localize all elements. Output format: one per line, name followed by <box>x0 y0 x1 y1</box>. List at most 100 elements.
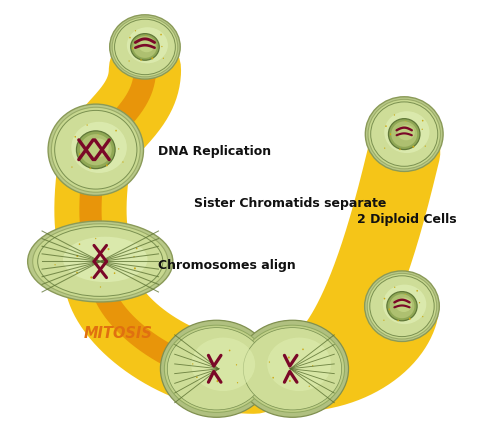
Ellipse shape <box>152 57 154 59</box>
Ellipse shape <box>38 227 163 296</box>
Text: 2 Diploid Cells: 2 Diploid Cells <box>358 212 457 226</box>
Ellipse shape <box>86 124 88 126</box>
Ellipse shape <box>162 58 164 59</box>
Ellipse shape <box>78 243 80 245</box>
Text: MITOSIS: MITOSIS <box>84 325 152 341</box>
Ellipse shape <box>216 380 218 382</box>
Ellipse shape <box>409 318 410 320</box>
Text: DNA Replication: DNA Replication <box>158 145 272 159</box>
Ellipse shape <box>76 255 78 257</box>
Ellipse shape <box>383 285 426 324</box>
Ellipse shape <box>97 134 99 136</box>
Ellipse shape <box>110 15 180 79</box>
Ellipse shape <box>136 248 138 249</box>
Ellipse shape <box>394 114 395 116</box>
Ellipse shape <box>145 35 147 38</box>
Ellipse shape <box>384 298 386 299</box>
Ellipse shape <box>288 356 290 358</box>
Ellipse shape <box>394 287 396 288</box>
Ellipse shape <box>79 153 81 155</box>
Ellipse shape <box>114 272 116 274</box>
Ellipse shape <box>28 221 173 302</box>
Ellipse shape <box>133 36 156 58</box>
Ellipse shape <box>236 320 348 417</box>
Ellipse shape <box>192 363 194 365</box>
Ellipse shape <box>48 104 144 195</box>
Ellipse shape <box>399 148 401 150</box>
Ellipse shape <box>424 145 426 147</box>
Ellipse shape <box>398 320 399 321</box>
Text: Chromosomes align: Chromosomes align <box>158 259 296 273</box>
Ellipse shape <box>196 376 198 378</box>
Ellipse shape <box>164 325 268 413</box>
Ellipse shape <box>168 328 266 410</box>
Ellipse shape <box>116 130 117 131</box>
Ellipse shape <box>88 139 108 157</box>
Text: Sister Chromatids separate: Sister Chromatids separate <box>194 197 386 210</box>
Ellipse shape <box>364 271 440 342</box>
Ellipse shape <box>237 382 238 384</box>
Ellipse shape <box>32 224 168 299</box>
Ellipse shape <box>388 308 390 310</box>
Ellipse shape <box>240 325 344 413</box>
Ellipse shape <box>108 248 110 250</box>
Ellipse shape <box>312 365 314 367</box>
Ellipse shape <box>396 297 412 312</box>
Ellipse shape <box>272 377 274 379</box>
Ellipse shape <box>209 357 211 359</box>
Ellipse shape <box>90 276 92 278</box>
Ellipse shape <box>95 238 96 239</box>
Ellipse shape <box>52 107 140 192</box>
Ellipse shape <box>370 102 438 166</box>
Ellipse shape <box>422 129 423 130</box>
Ellipse shape <box>54 110 137 189</box>
Ellipse shape <box>80 134 112 165</box>
Ellipse shape <box>90 167 91 169</box>
Ellipse shape <box>74 136 76 138</box>
Ellipse shape <box>422 316 424 317</box>
Ellipse shape <box>129 37 131 38</box>
Ellipse shape <box>127 27 168 63</box>
Ellipse shape <box>160 34 162 35</box>
Ellipse shape <box>267 337 331 391</box>
Ellipse shape <box>367 274 436 339</box>
Ellipse shape <box>384 148 386 149</box>
Ellipse shape <box>191 337 255 391</box>
Ellipse shape <box>398 125 415 140</box>
Ellipse shape <box>139 39 154 52</box>
Ellipse shape <box>114 19 176 75</box>
Ellipse shape <box>387 291 417 321</box>
Ellipse shape <box>128 60 130 62</box>
Ellipse shape <box>404 294 406 296</box>
Ellipse shape <box>122 161 124 163</box>
Ellipse shape <box>384 111 430 153</box>
Ellipse shape <box>308 386 310 387</box>
Ellipse shape <box>368 99 440 169</box>
Ellipse shape <box>366 97 443 172</box>
Ellipse shape <box>244 328 342 410</box>
Ellipse shape <box>390 133 392 135</box>
Ellipse shape <box>385 125 387 127</box>
Ellipse shape <box>229 350 230 351</box>
Ellipse shape <box>118 148 120 150</box>
Ellipse shape <box>388 118 420 150</box>
Ellipse shape <box>76 272 78 274</box>
Ellipse shape <box>391 121 417 147</box>
Ellipse shape <box>112 17 178 77</box>
Ellipse shape <box>140 59 142 61</box>
Ellipse shape <box>76 131 115 169</box>
Ellipse shape <box>134 267 136 270</box>
Ellipse shape <box>269 361 270 363</box>
Ellipse shape <box>54 264 56 266</box>
Ellipse shape <box>302 349 304 350</box>
Ellipse shape <box>72 122 127 173</box>
Ellipse shape <box>130 34 159 60</box>
Ellipse shape <box>160 320 272 417</box>
Ellipse shape <box>236 364 237 366</box>
Ellipse shape <box>370 276 434 337</box>
Ellipse shape <box>132 47 134 50</box>
Ellipse shape <box>419 302 420 304</box>
Ellipse shape <box>289 380 291 382</box>
Ellipse shape <box>422 120 424 122</box>
Ellipse shape <box>100 286 101 288</box>
